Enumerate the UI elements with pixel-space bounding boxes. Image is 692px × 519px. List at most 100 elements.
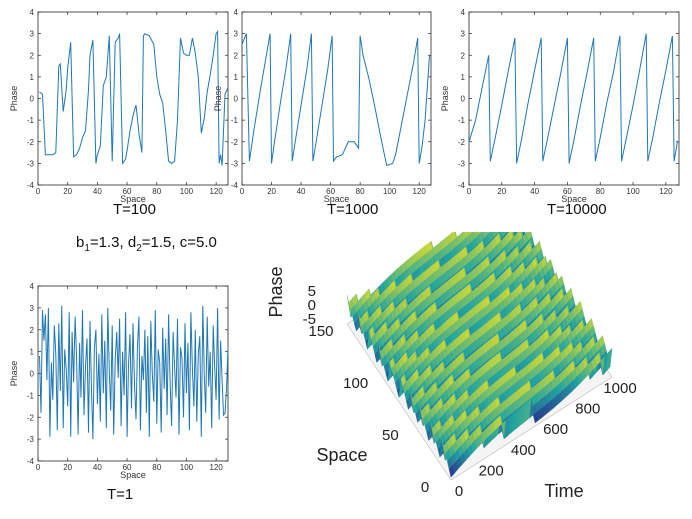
y-tick-label: -1	[27, 116, 35, 125]
parameter-label: b1=1.3, d2=1.5, c=5.0	[76, 234, 217, 254]
space-tick-label: 0	[421, 479, 429, 496]
y-tick-label: 1	[30, 73, 35, 82]
y-tick-label: 3	[234, 30, 239, 39]
x-tick-label: 40	[530, 187, 539, 196]
y-tick-label: 2	[234, 51, 239, 60]
chart-t1: 0 20 40 60 80 100 120 -4 -3 -2 -1 0 1 2 3 4 Space Phase	[0, 278, 230, 480]
plot-frame	[468, 11, 680, 186]
y-tick-label: 4	[461, 8, 466, 17]
y-tick-label: 0	[30, 370, 35, 379]
y-tick-label: 2	[30, 326, 35, 335]
time-tick-label: 400	[511, 442, 536, 459]
x-tick-label: 100	[180, 463, 194, 472]
y-axis-label: Phase	[9, 86, 19, 112]
y-tick-label: -2	[231, 138, 239, 147]
x-tick-label: 100	[626, 187, 640, 196]
param-d-symbol: d	[127, 234, 137, 251]
y-tick-label: 2	[30, 51, 35, 60]
y-tick-label: 1	[30, 348, 35, 357]
y-tick-label: -4	[231, 181, 239, 190]
x-tick-label: 40	[93, 187, 102, 196]
x-tick-label: 0	[240, 187, 245, 196]
y-tick-label: 3	[461, 30, 466, 39]
series-line	[39, 29, 229, 166]
chart-surface-3d: 02004006008001000050100150-505TimeSpaceP…	[266, 232, 637, 501]
y-tick-label: 4	[30, 8, 35, 17]
chart-t100-plot: 0 20 40 60 80 100 120 -4 -3 -2 -1 0 1 2 3 4 Space Phase	[9, 8, 229, 204]
y-tick-label: -3	[231, 159, 239, 168]
param-c: c=5.0	[179, 234, 217, 251]
param-d-sub: 2	[136, 243, 142, 254]
x-tick-label: 100	[180, 187, 194, 196]
y-tick-label: 0	[461, 95, 466, 104]
space-axis-label: Space	[316, 445, 367, 465]
param-b-sub: 1	[84, 243, 90, 254]
phase-tick-label: 5	[308, 283, 316, 300]
x-tick-label: 120	[209, 463, 223, 472]
space-tick-label: 100	[343, 375, 368, 392]
space-tick-label: 150	[308, 323, 333, 340]
x-tick-label: 60	[563, 187, 572, 196]
time-tick-label: 800	[575, 401, 600, 418]
y-tick-label: 3	[30, 30, 35, 39]
series-line	[39, 305, 229, 440]
x-axis-label: Space	[120, 470, 146, 480]
y-tick-label: 4	[30, 282, 35, 291]
y-tick-label: -3	[27, 435, 35, 444]
phase-axis-label: Phase	[266, 266, 286, 317]
time-tick-label: 600	[543, 421, 568, 438]
x-tick-label: 0	[36, 187, 41, 196]
y-tick-label: -1	[27, 391, 35, 400]
y-tick-label: -4	[458, 181, 466, 190]
series-line	[468, 33, 679, 164]
x-axis-label: Space	[120, 194, 146, 204]
y-tick-label: 1	[461, 73, 466, 82]
y-tick-label: 0	[234, 95, 239, 104]
x-tick-label: 80	[152, 463, 161, 472]
time-axis-label: Time	[544, 481, 583, 501]
param-d-value: =1.5,	[141, 234, 180, 251]
x-axis-label: Space	[324, 194, 350, 204]
x-tick-label: 80	[152, 187, 161, 196]
y-axis-label: Phase	[9, 361, 19, 387]
param-b-symbol: b	[76, 234, 85, 251]
phase-tick-label: 0	[308, 297, 316, 314]
x-tick-label: 20	[63, 187, 72, 196]
chart-t1000: 0 20 40 60 80 100 120 -4 -3 -2 -1 0 1 2 3 4 Space Phase	[213, 0, 459, 204]
x-tick-label: 0	[467, 187, 472, 196]
y-tick-label: -1	[231, 116, 239, 125]
chart-t1000-plot: 0 20 40 60 80 100 120 -4 -3 -2 -1 0 1 2 3 4 Space Phase	[213, 8, 432, 204]
x-tick-label: 60	[326, 187, 335, 196]
x-tick-label: 20	[63, 463, 72, 472]
caption-t100: T=100	[113, 201, 156, 218]
chart-t100: 0 20 40 60 80 100 120 -4 -3 -2 -1 0 1 2 3 4 Space Phase	[0, 0, 230, 204]
x-tick-label: 40	[297, 187, 306, 196]
y-axis-label: Phase	[440, 86, 450, 112]
y-tick-label: -2	[27, 413, 35, 422]
x-tick-label: 60	[123, 463, 132, 472]
x-axis-label: Space	[561, 194, 587, 204]
y-tick-label: 0	[30, 95, 35, 104]
surface-cell	[606, 347, 613, 372]
x-tick-label: 120	[659, 187, 673, 196]
x-tick-label: 0	[36, 463, 41, 472]
caption-t1000: T=1000	[327, 201, 379, 218]
y-tick-label: -4	[27, 457, 35, 466]
x-tick-label: 80	[596, 187, 605, 196]
space-tick-label: 50	[382, 427, 399, 444]
series-line	[241, 33, 430, 167]
plot-frame	[241, 11, 432, 186]
x-tick-label: 20	[497, 187, 506, 196]
y-tick-label: -2	[458, 138, 466, 147]
x-tick-label: 20	[267, 187, 276, 196]
param-b-value: =1.3,	[89, 234, 128, 251]
chart-t10000-plot: 0 20 40 60 80 100 120 -4 -3 -2 -1 0 1 2 3 4 Space Phase	[440, 8, 680, 204]
y-tick-label: -2	[27, 138, 35, 147]
x-tick-label: 100	[383, 187, 397, 196]
x-tick-label: 120	[209, 187, 223, 196]
phase-tick-label: -5	[303, 311, 316, 328]
time-tick-label: 1000	[603, 380, 636, 397]
plot-frame	[37, 11, 229, 186]
y-tick-label: 2	[461, 51, 466, 60]
surface-mesh	[346, 232, 613, 478]
